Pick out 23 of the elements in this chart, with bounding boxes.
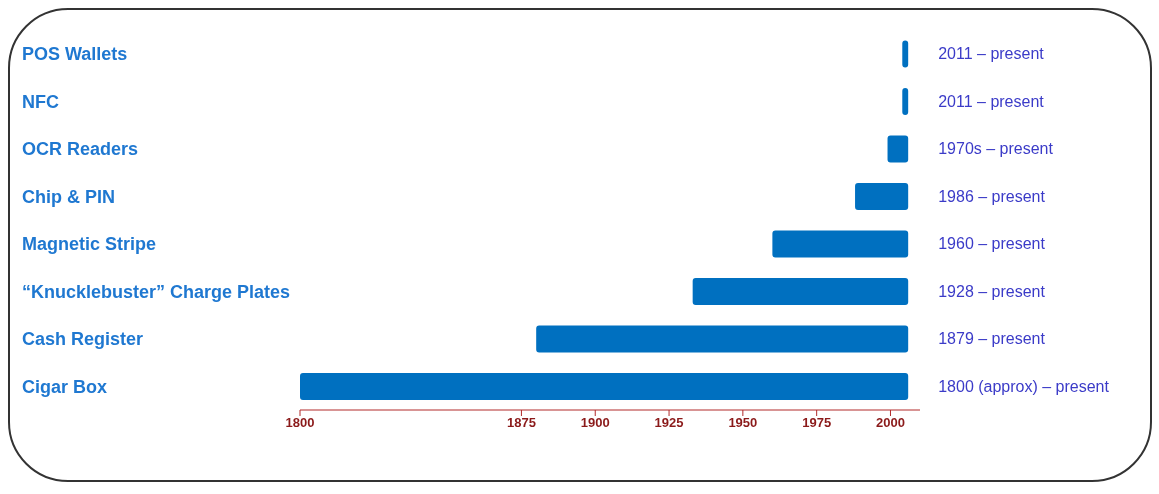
text: 1986 – present [938, 187, 1046, 205]
x-tick-label: 1875 [506, 415, 536, 431]
x-tick-label: 2000 [876, 415, 905, 431]
y-tick-label: Chip & PIN [22, 186, 115, 207]
text: 1960 – present [938, 235, 1046, 253]
y-tick-label: “Knucklebuster” Charge Plates [22, 281, 291, 302]
text: 1800 (approx) – present [938, 377, 1110, 395]
y-tick-label: Cash Register [22, 329, 144, 350]
text: 2011 – present [938, 92, 1045, 110]
x-tick-label: 1800 [285, 415, 315, 431]
y-tick-label: Cigar Box [22, 376, 108, 397]
y-tick-label: OCR Readers [22, 139, 139, 160]
x-tick-label: 1900 [580, 415, 610, 431]
y-tick-label: NFC [22, 91, 59, 112]
y-tick-label: Magnetic Stripe [22, 234, 157, 255]
y-tick-label: POS Wallets [22, 44, 128, 65]
x-tick-label: 1975 [802, 415, 832, 431]
text: 1928 – present [938, 282, 1046, 300]
text: 2011 – present [938, 45, 1045, 63]
x-tick-label: 1950 [728, 415, 758, 431]
x-tick-label: 1925 [654, 415, 684, 431]
text: 1879 – present [938, 330, 1046, 348]
text: 1970s – present [938, 140, 1054, 158]
